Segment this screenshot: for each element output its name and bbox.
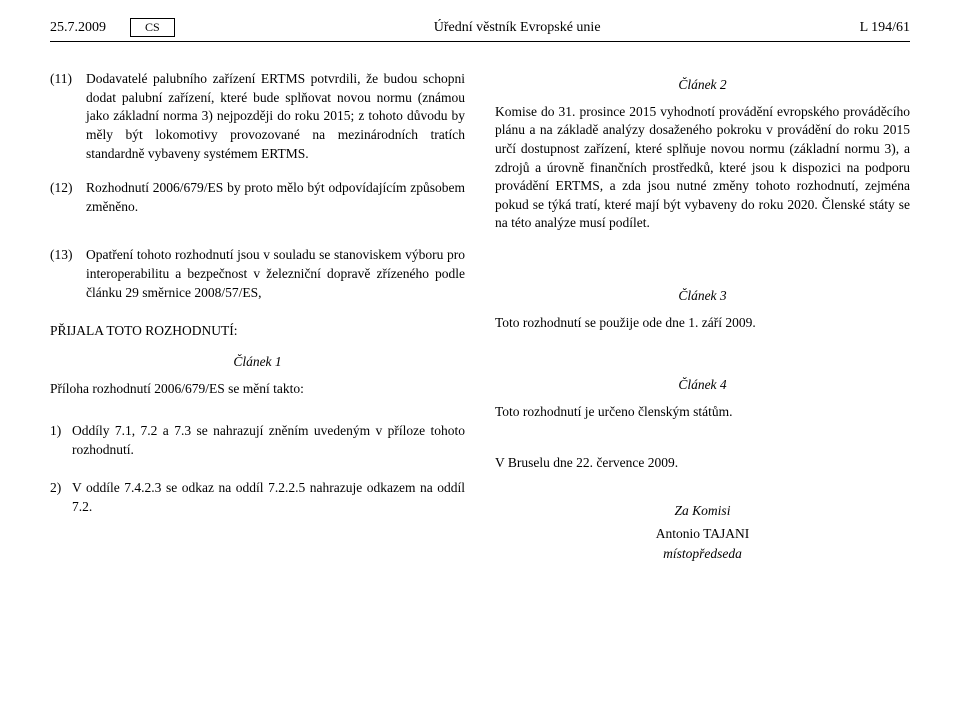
header-date: 25.7.2009 [50,20,106,36]
signature-for: Za Komisi [495,502,910,521]
recital-text: Opatření tohoto rozhodnutí jsou v soulad… [86,246,465,302]
signature-block: Za Komisi Antonio TAJANI místopředseda [495,502,910,564]
article-3-text: Toto rozhodnutí se použije ode dne 1. zá… [495,314,910,333]
article-1-title: Článek 1 [50,353,465,372]
adoption-clause: PŘIJALA TOTO ROZHODNUTÍ: [50,322,465,341]
recital-text: Dodavatelé palubního zařízení ERTMS potv… [86,70,465,163]
article-4-text: Toto rozhodnutí je určeno členským států… [495,403,910,422]
header-page-ref: L 194/61 [860,20,910,36]
article-3-title: Článek 3 [495,287,910,306]
recital-text: Rozhodnutí 2006/679/ES by proto mělo být… [86,179,465,216]
article-1-intro: Příloha rozhodnutí 2006/679/ES se mění t… [50,380,465,399]
list-item-text: V oddíle 7.4.2.3 se odkaz na oddíl 7.2.2… [72,479,465,516]
right-column: Článek 2 Komise do 31. prosince 2015 vyh… [495,70,910,564]
signature-name: Antonio TAJANI [495,525,910,544]
recital-item: (12) Rozhodnutí 2006/679/ES by proto měl… [50,179,465,216]
place-date: V Bruselu dne 22. července 2009. [495,454,910,473]
signature-role: místopředseda [495,545,910,564]
list-item-number: 1) [50,422,72,459]
page-header: 25.7.2009 CS Úřední věstník Evropské uni… [50,18,910,42]
list-item-number: 2) [50,479,72,516]
article-4-title: Článek 4 [495,376,910,395]
language-code-box: CS [130,18,175,37]
two-column-layout: (11) Dodavatelé palubního zařízení ERTMS… [50,70,910,564]
recital-number: (13) [50,246,86,302]
recital-number: (12) [50,179,86,216]
recital-item: (11) Dodavatelé palubního zařízení ERTMS… [50,70,465,163]
recital-item: (13) Opatření tohoto rozhodnutí jsou v s… [50,246,465,302]
list-item-text: Oddíly 7.1, 7.2 a 7.3 se nahrazují znění… [72,422,465,459]
header-title: Úřední věstník Evropské unie [175,20,860,36]
article-2-title: Článek 2 [495,76,910,95]
recital-number: (11) [50,70,86,163]
left-column: (11) Dodavatelé palubního zařízení ERTMS… [50,70,465,564]
list-item: 1) Oddíly 7.1, 7.2 a 7.3 se nahrazují zn… [50,422,465,459]
list-item: 2) V oddíle 7.4.2.3 se odkaz na oddíl 7.… [50,479,465,516]
article-2-text: Komise do 31. prosince 2015 vyhodnotí pr… [495,103,910,233]
